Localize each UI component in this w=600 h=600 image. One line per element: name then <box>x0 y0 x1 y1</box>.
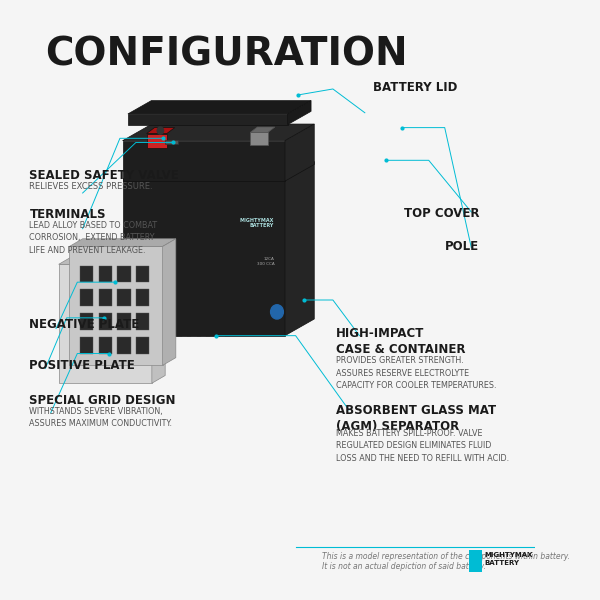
Bar <box>80 289 93 306</box>
Polygon shape <box>178 181 182 335</box>
Polygon shape <box>226 181 230 335</box>
Bar <box>98 337 112 353</box>
Polygon shape <box>122 124 314 140</box>
Text: 12CA
300 CCA: 12CA 300 CCA <box>257 257 274 266</box>
Bar <box>98 266 112 282</box>
Bar <box>98 313 112 330</box>
Polygon shape <box>250 127 275 133</box>
Text: ABSORBENT GLASS MAT
(AGM) SEPARATOR: ABSORBENT GLASS MAT (AGM) SEPARATOR <box>335 404 496 433</box>
Text: This is a model representation of the components within battery.
It is not an ac: This is a model representation of the co… <box>322 552 570 571</box>
Text: TERMINALS: TERMINALS <box>29 208 106 221</box>
Polygon shape <box>59 257 165 265</box>
Polygon shape <box>128 114 287 125</box>
Polygon shape <box>206 181 211 335</box>
Text: PROVIDES GREATER STRENGTH.
ASSURES RESERVE ELECTROLYTE
CAPACITY FOR COOLER TEMPE: PROVIDES GREATER STRENGTH. ASSURES RESER… <box>335 356 496 391</box>
Circle shape <box>271 305 283 319</box>
Bar <box>136 337 149 353</box>
Text: BATTERY LID: BATTERY LID <box>373 80 457 94</box>
Text: RELIEVES EXCESS PRESSURE.: RELIEVES EXCESS PRESSURE. <box>29 182 153 191</box>
Bar <box>136 313 149 330</box>
Text: MAKES BATTERY SPILL-PROOF. VALVE
REGULATED DESIGN ELIMINATES FLUID
LOSS AND THE : MAKES BATTERY SPILL-PROOF. VALVE REGULAT… <box>335 429 509 463</box>
Polygon shape <box>197 181 201 335</box>
Polygon shape <box>287 101 311 125</box>
Polygon shape <box>70 239 176 247</box>
Polygon shape <box>216 181 220 335</box>
Polygon shape <box>163 239 176 365</box>
Polygon shape <box>70 247 163 365</box>
Bar <box>136 266 149 282</box>
Bar <box>165 140 178 144</box>
Bar <box>117 313 131 330</box>
Text: MIGHTYMAX
BATTERY: MIGHTYMAX BATTERY <box>240 218 274 229</box>
Polygon shape <box>146 128 175 134</box>
Polygon shape <box>122 178 285 335</box>
Bar <box>469 550 482 572</box>
Text: POSITIVE PLATE: POSITIVE PLATE <box>29 359 135 372</box>
Text: NEGATIVE PLATE: NEGATIVE PLATE <box>29 319 140 331</box>
Bar <box>117 337 131 353</box>
Text: HIGH-IMPACT
CASE & CONTAINER: HIGH-IMPACT CASE & CONTAINER <box>335 327 465 356</box>
Polygon shape <box>146 134 167 148</box>
Polygon shape <box>250 133 268 145</box>
Polygon shape <box>128 101 311 114</box>
Text: SEALED SAFETY VALVE: SEALED SAFETY VALVE <box>29 169 179 182</box>
Polygon shape <box>285 161 314 335</box>
Text: LEAD ALLOY BASED TO COMBAT
CORROSION,  EXTEND BATTERY
LIFE AND PREVENT LEAKAGE.: LEAD ALLOY BASED TO COMBAT CORROSION, EX… <box>29 221 158 255</box>
Polygon shape <box>122 140 285 181</box>
Bar <box>80 313 93 330</box>
Text: POLE: POLE <box>445 240 479 253</box>
Text: MIGHTYMAX
BATTERY: MIGHTYMAX BATTERY <box>485 551 533 566</box>
Text: WITHSTANDS SEVERE VIBRATION,
ASSURES MAXIMUM CONDUCTIVITY.: WITHSTANDS SEVERE VIBRATION, ASSURES MAX… <box>29 407 172 428</box>
Polygon shape <box>187 181 191 335</box>
Text: SPECIAL GRID DESIGN: SPECIAL GRID DESIGN <box>29 394 176 407</box>
Bar <box>80 266 93 282</box>
Text: TOP COVER: TOP COVER <box>404 208 479 220</box>
Bar <box>117 266 131 282</box>
Polygon shape <box>285 124 314 181</box>
Bar <box>136 289 149 306</box>
Bar <box>117 289 131 306</box>
Bar <box>98 289 112 306</box>
Text: CONFIGURATION: CONFIGURATION <box>46 35 408 73</box>
Circle shape <box>157 127 164 134</box>
Polygon shape <box>152 257 165 383</box>
Polygon shape <box>59 265 152 383</box>
Bar <box>80 337 93 353</box>
Polygon shape <box>168 181 172 335</box>
